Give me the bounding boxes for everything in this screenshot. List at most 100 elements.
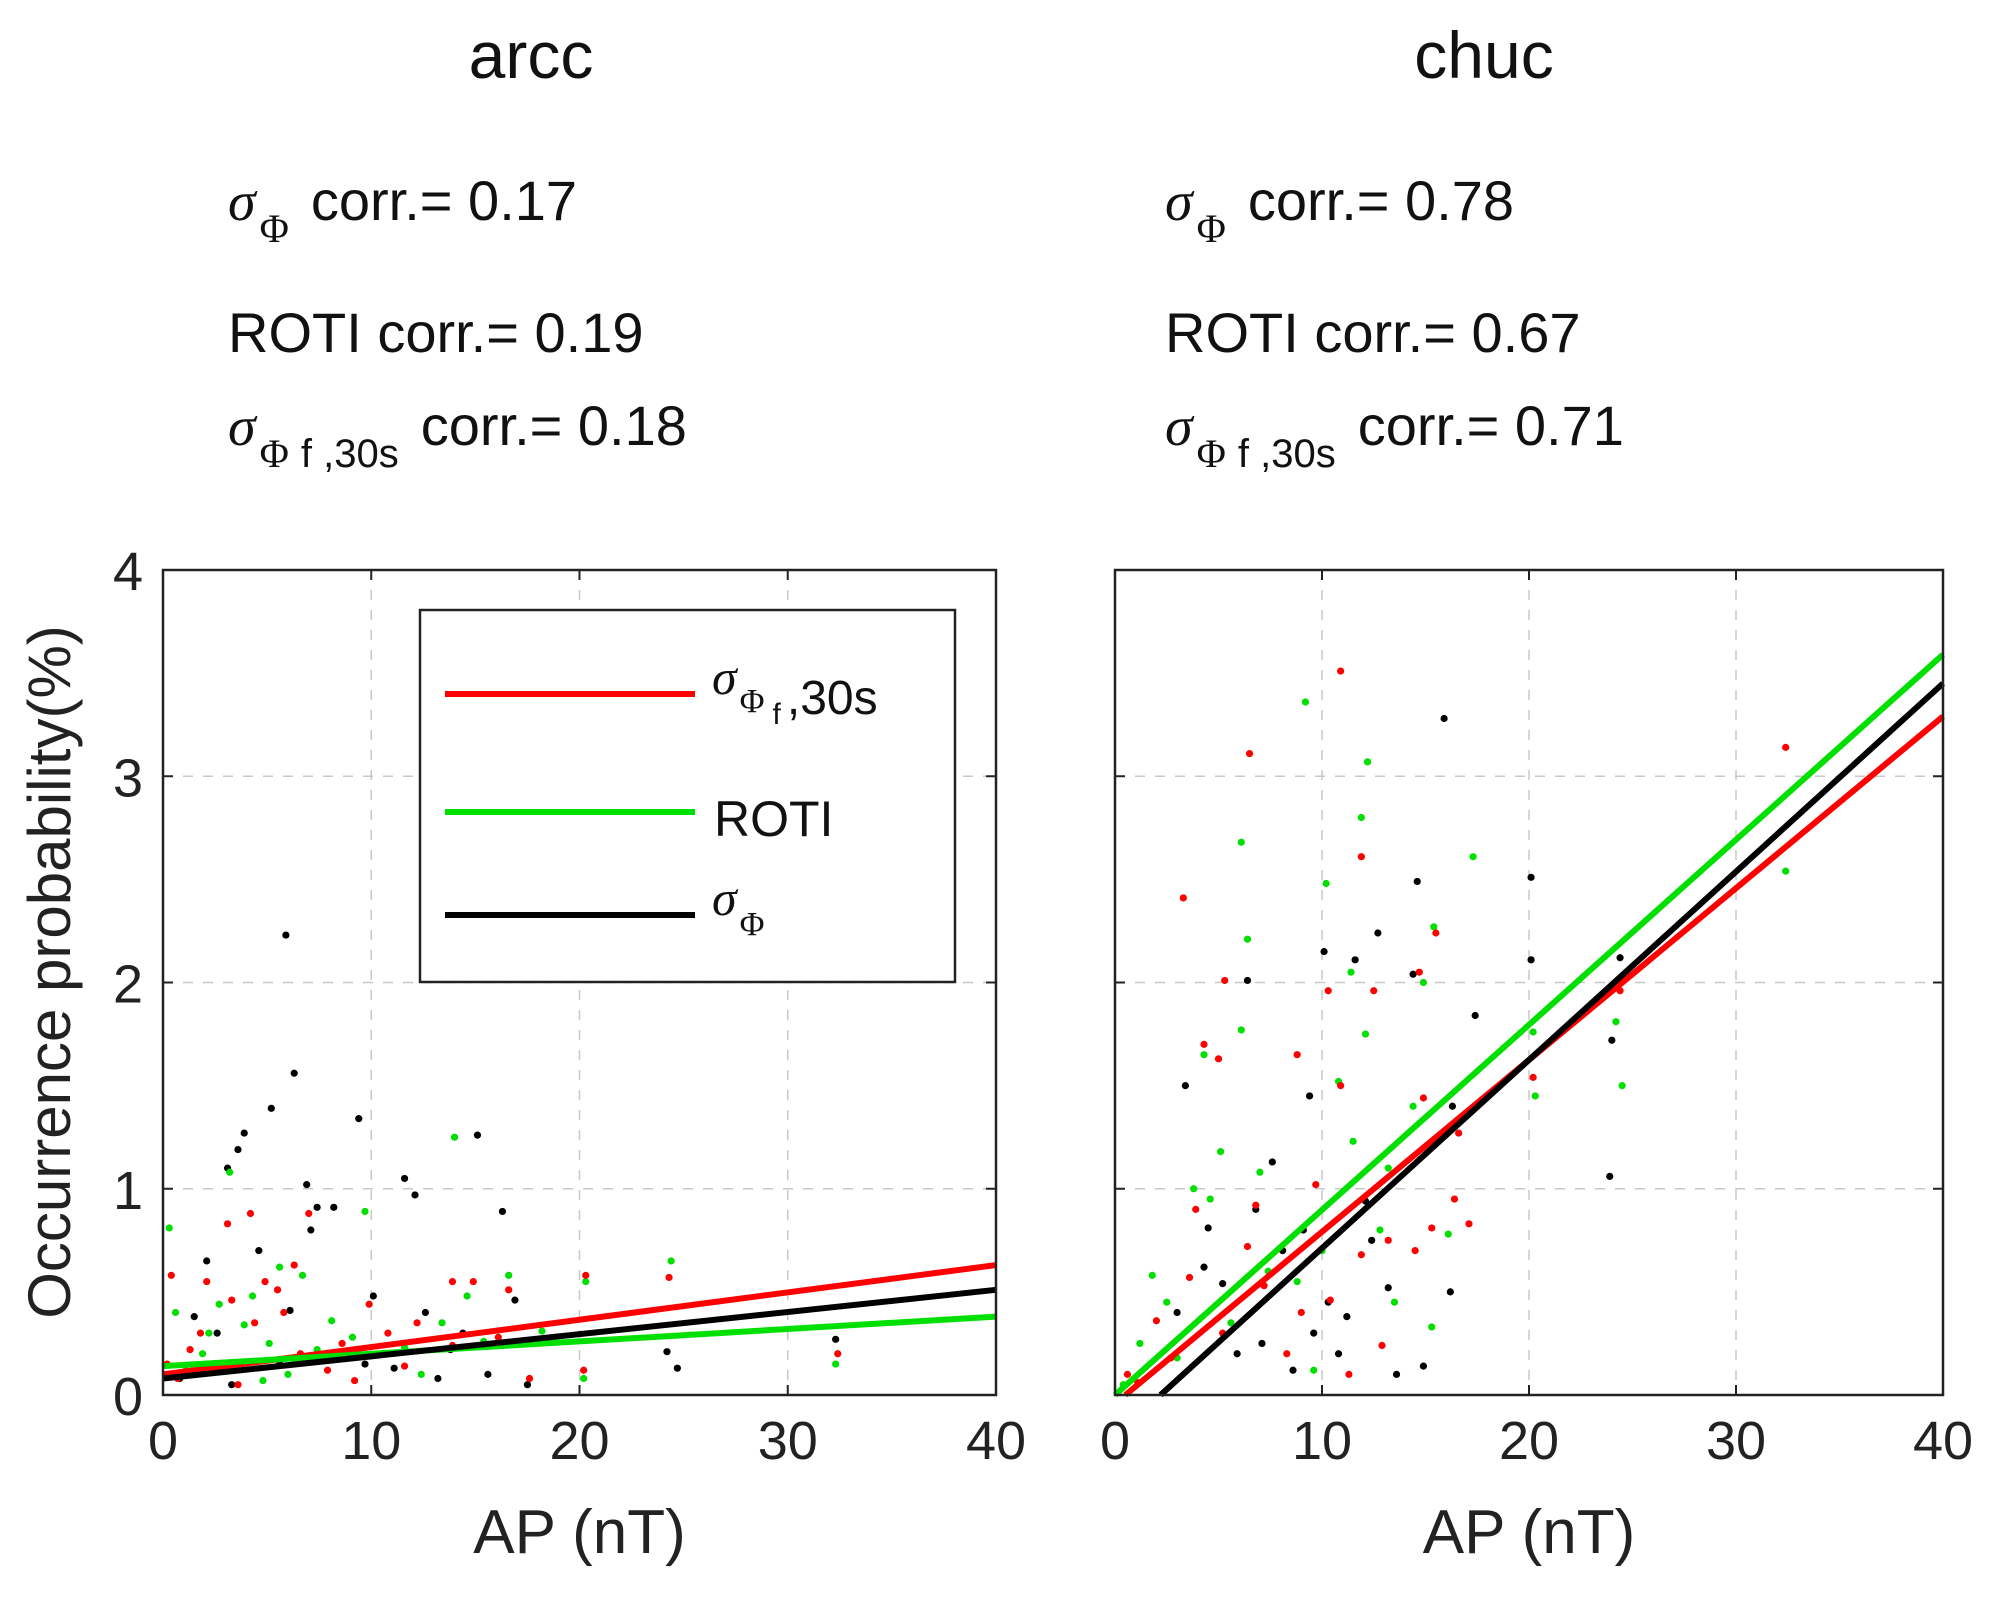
data-point-sigma-phif	[448, 1277, 457, 1286]
data-point-sigma-phif	[1415, 968, 1423, 976]
data-point-roti	[198, 1350, 207, 1358]
corr-sigma-phi-arcc-text: corr.= 0.17	[311, 169, 577, 232]
data-point-sigma-phi	[1173, 1308, 1181, 1317]
data-point-sigma-phif	[1283, 1350, 1291, 1358]
data-point-sigma-phif	[1245, 749, 1254, 758]
data-point-sigma-phi	[1606, 1172, 1614, 1180]
data-point-sigma-phif	[1370, 987, 1378, 995]
data-point-roti	[582, 1277, 590, 1286]
data-point-roti	[1419, 978, 1428, 987]
data-point-roti	[1409, 1102, 1417, 1110]
data-point-roti	[1612, 1018, 1620, 1026]
data-point-sigma-phif	[1357, 1251, 1365, 1259]
data-point-sigma-phif	[290, 1261, 298, 1269]
data-point-sigma-phif	[261, 1277, 269, 1286]
fit-line-roti	[162, 1313, 997, 1370]
data-point-roti	[580, 1374, 588, 1383]
data-point-roti	[265, 1339, 273, 1348]
data-point-roti	[1347, 968, 1355, 976]
data-point-sigma-phi	[286, 1306, 294, 1315]
data-point-sigma-phif	[246, 1209, 255, 1218]
fit-line-roti	[1113, 652, 1945, 1398]
data-point-roti	[1200, 1051, 1208, 1059]
data-point-roti	[667, 1257, 675, 1265]
data-point-roti	[361, 1207, 369, 1216]
data-point-roti	[276, 1263, 284, 1271]
data-point-roti	[1363, 758, 1372, 766]
data-point-sigma-phif	[365, 1300, 373, 1308]
data-point-sigma-phif	[1192, 1205, 1200, 1213]
data-point-sigma-phi	[832, 1335, 840, 1343]
data-point-sigma-phif	[580, 1366, 588, 1374]
series-sigma-phi	[1173, 714, 1624, 1378]
data-point-sigma-phif	[1185, 1273, 1194, 1282]
data-point-sigma-phi	[1343, 1313, 1351, 1321]
data-point-roti	[1430, 923, 1438, 931]
x-tick-label: 20	[549, 1411, 609, 1471]
data-point-roti	[438, 1319, 446, 1327]
data-point-sigma-phi	[1448, 1102, 1457, 1110]
corr-sigma-phif-arcc-text: corr.= 0.18	[421, 394, 687, 457]
y-tick-label: 4	[113, 542, 143, 602]
data-point-roti	[1618, 1082, 1626, 1090]
data-point-roti	[215, 1300, 223, 1308]
y-axis-label: Occurrence probability(%)	[16, 625, 83, 1319]
fit-line-sigma-phi	[162, 1286, 997, 1382]
legend-item-sigma-phi: σΦ	[445, 870, 765, 943]
data-point-roti	[1136, 1339, 1144, 1348]
data-point-sigma-phi	[1233, 1350, 1241, 1358]
data-point-roti	[1531, 1092, 1539, 1100]
legend: σΦ f ,30s ROTI σΦ	[418, 608, 957, 984]
x-tick-label: 0	[148, 1411, 178, 1471]
data-point-sigma-phi	[411, 1191, 419, 1199]
data-point-sigma-phif	[338, 1339, 346, 1348]
x-tick-label: 10	[341, 1411, 401, 1471]
y-tick-label: 3	[113, 748, 143, 808]
data-point-sigma-phi	[1305, 1092, 1314, 1100]
data-point-roti	[1148, 1271, 1156, 1279]
fit-line-sigma-phi	[1158, 681, 1946, 1398]
data-point-sigma-phi	[313, 1203, 321, 1211]
data-point-sigma-phi	[228, 1381, 236, 1389]
data-point-roti	[450, 1133, 459, 1141]
data-point-sigma-phif	[203, 1277, 211, 1286]
data-point-sigma-phi	[255, 1247, 263, 1255]
data-point-sigma-phif	[494, 1333, 502, 1341]
data-point-sigma-phif	[1419, 1094, 1428, 1102]
data-point-roti	[463, 1292, 471, 1300]
legend-box	[418, 608, 957, 984]
data-point-roti	[1444, 1230, 1452, 1238]
data-point-sigma-phif	[1243, 1242, 1252, 1251]
data-point-sigma-phi	[267, 1104, 275, 1112]
data-point-roti	[1361, 1030, 1370, 1038]
data-point-sigma-phif	[384, 1329, 392, 1337]
legend-item-roti: ROTI	[445, 791, 833, 847]
chart-title-arcc: arcc	[469, 18, 594, 92]
data-point-sigma-phi	[1608, 1036, 1616, 1044]
x-tick-label: 10	[1292, 1411, 1352, 1471]
data-point-sigma-phi	[1527, 873, 1535, 881]
corr-roti-arcc: ROTI corr.= 0.19	[228, 301, 644, 364]
data-point-sigma-phi	[1243, 976, 1252, 985]
data-point-roti	[1322, 879, 1330, 888]
data-point-sigma-phif	[582, 1271, 590, 1279]
data-point-roti	[165, 1224, 173, 1232]
data-point-roti	[298, 1271, 307, 1279]
data-point-roti	[1529, 1028, 1537, 1036]
data-point-sigma-phif	[1293, 1051, 1301, 1059]
data-point-sigma-phi	[434, 1374, 442, 1383]
data-point-sigma-phi	[1204, 1224, 1212, 1232]
data-point-sigma-phif	[228, 1296, 236, 1304]
data-point-sigma-phi	[663, 1348, 671, 1356]
data-point-roti	[284, 1370, 292, 1378]
corr-roti-chuc: ROTI corr.= 0.67	[1165, 301, 1581, 364]
plot-chuc: 0 10 20 30 40 AP (nT)	[1100, 568, 1973, 1567]
data-point-sigma-phi	[369, 1292, 377, 1300]
corr-sigma-phif-chuc-text: corr.= 0.71	[1358, 394, 1624, 457]
data-point-sigma-phif	[1357, 853, 1365, 861]
